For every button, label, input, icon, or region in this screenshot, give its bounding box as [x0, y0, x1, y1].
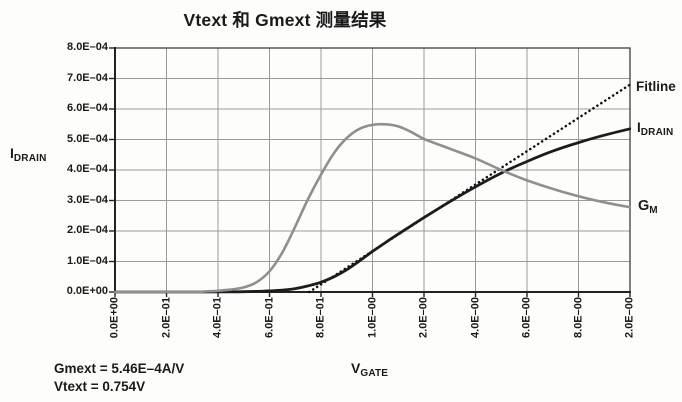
x-tick-label: 8.0E–01: [314, 297, 327, 338]
x-tick-label: 6.0E–00: [520, 297, 533, 338]
series-label-fitline: Fitline: [636, 79, 676, 94]
x-tick-label: 4.0E–01: [211, 297, 224, 338]
gmext-value: Gmext = 5.46E–4A/V: [54, 361, 185, 376]
series-i-drain-path: [114, 127, 631, 294]
x-axis-title-sub: GATE: [360, 368, 389, 379]
y-tick-label: 2.0E–04: [67, 224, 108, 236]
footnotes: Gmext = 5.46E–4A/V Vtext = 0.754V: [54, 360, 184, 396]
y-tick-label: 5.0E–04: [67, 132, 108, 145]
y-axis-title-main: I: [10, 145, 14, 161]
series-label-idrain: IDRAIN: [637, 120, 674, 138]
y-axis-title-sub: DRAIN: [13, 153, 47, 164]
y-tick-label: 0.0E+00: [66, 285, 108, 297]
x-tick-label: 2.0E–00: [623, 297, 636, 338]
series-label-gm: GM: [638, 198, 658, 216]
y-axis-title: IDRAIN: [10, 145, 47, 164]
series-g-m-path: [114, 122, 631, 294]
x-tick-label: 2.0E–00: [417, 297, 430, 338]
y-tick-label: 6.0E–04: [67, 102, 108, 114]
vtext-value: Vtext = 0.754V: [54, 379, 146, 394]
y-tick-label: 8.0E–04: [67, 41, 108, 53]
x-tick-label: 8.0E–00: [572, 297, 584, 338]
x-tick-label: 1.0E–00: [366, 297, 378, 338]
x-axis-title: VGATE: [351, 360, 388, 379]
x-tick-label: 4.0E–00: [469, 297, 481, 338]
x-tick-label: 2.0E–01: [160, 297, 172, 338]
x-axis-title-main: V: [351, 360, 361, 376]
x-tick-label: 6.0E–01: [263, 297, 275, 338]
y-tick-label: 3.0E–04: [67, 193, 108, 206]
y-tick-label: 1.0E–04: [67, 254, 108, 267]
y-tick-label: 7.0E–04: [67, 71, 108, 84]
x-tick-label: 0.0E+00: [108, 297, 121, 339]
y-tick-label: 4.0E–04: [67, 163, 108, 175]
chart-title: Vtext 和 Gmext 测量结果: [183, 10, 387, 30]
